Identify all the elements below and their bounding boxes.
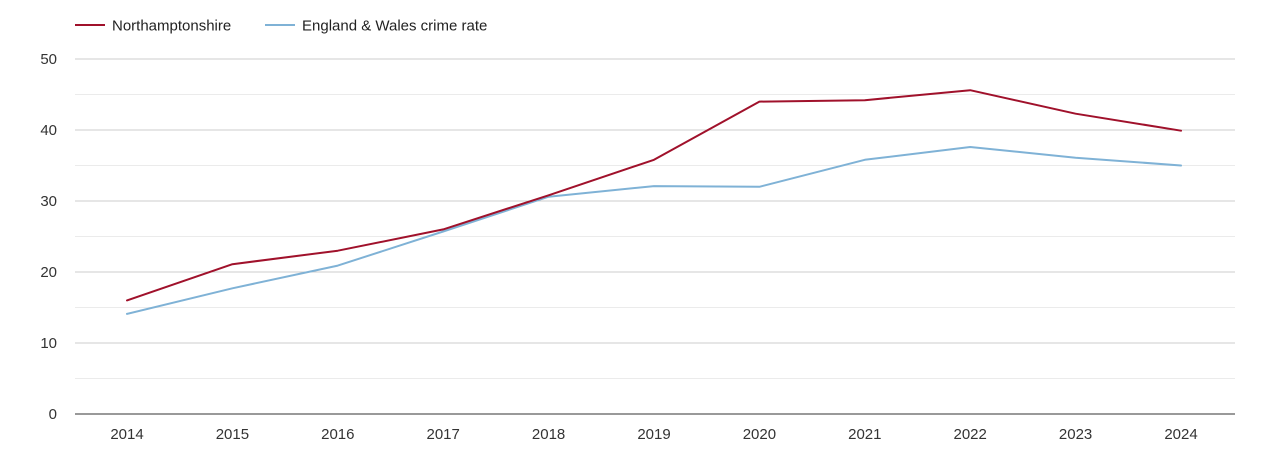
x-tick-label: 2022 xyxy=(954,426,987,443)
y-tick-label: 40 xyxy=(40,122,57,139)
x-tick-label: 2015 xyxy=(216,426,249,443)
y-tick-label: 50 xyxy=(40,51,57,68)
x-tick-label: 2021 xyxy=(848,426,881,443)
x-tick-label: 2023 xyxy=(1059,426,1092,443)
y-axis: 0 10 20 30 40 50 xyxy=(40,51,57,423)
series-line-2 xyxy=(126,146,1182,315)
x-axis: 2014 2015 2016 2017 2018 2019 2020 2021 2022 2023… xyxy=(75,413,1235,443)
x-tick-label: 2014 xyxy=(110,426,143,443)
series-line-1 xyxy=(126,89,1182,302)
x-tick-label: 2019 xyxy=(637,426,670,443)
y-tick-label: 0 xyxy=(49,406,57,423)
legend-label-1: Northamptonshire xyxy=(112,18,231,35)
chart-series xyxy=(126,89,1182,315)
legend-label-2: England & Wales crime rate xyxy=(302,18,487,35)
y-tick-label: 20 xyxy=(40,264,57,281)
chart-legend: Northamptonshire England & Wales crime ra… xyxy=(75,18,487,35)
x-tick-label: 2020 xyxy=(743,426,776,443)
x-tick-label: 2016 xyxy=(321,426,354,443)
x-tick-label: 2018 xyxy=(532,426,565,443)
x-tick-label: 2024 xyxy=(1164,426,1197,443)
x-tick-label: 2017 xyxy=(427,426,460,443)
y-tick-label: 10 xyxy=(40,335,57,352)
y-tick-label: 30 xyxy=(40,193,57,210)
chart-gridlines xyxy=(75,58,1235,379)
